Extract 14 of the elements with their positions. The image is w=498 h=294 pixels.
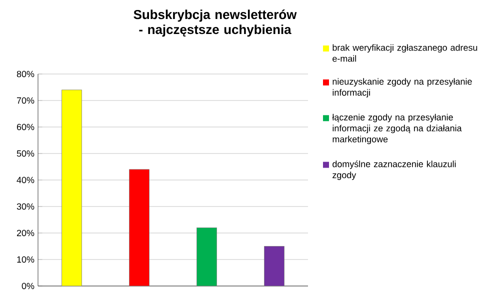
legend-label: brak weryfikacji zgłaszanego adresu e-mail <box>332 44 478 62</box>
y-tick-label: 40% <box>16 176 34 184</box>
chart-title: Subskrybcja newsletterów - najczęstsze uchybienia <box>134 10 297 37</box>
y-tick-label: 20% <box>16 230 34 236</box>
y-tick-label: 60% <box>16 124 34 130</box>
y-tick-label: 30% <box>16 203 34 210</box>
y-tick-label: 70% <box>16 97 34 104</box>
y-tick-label: 80% <box>16 70 34 78</box>
y-tick-label: 50% <box>16 150 34 157</box>
legend-label: domyślne zaznaczenie klauzuli zgody <box>332 160 456 180</box>
y-tick-label: 0% <box>22 282 34 290</box>
legend-label: łączenie zgody na przesyłanie informacji ze zgodą na działania marketingowe <box>332 114 462 144</box>
y-tick-label: 10% <box>17 256 34 263</box>
legend-label: nieuzyskanie zgody na przesyłanie informacji <box>332 78 472 98</box>
